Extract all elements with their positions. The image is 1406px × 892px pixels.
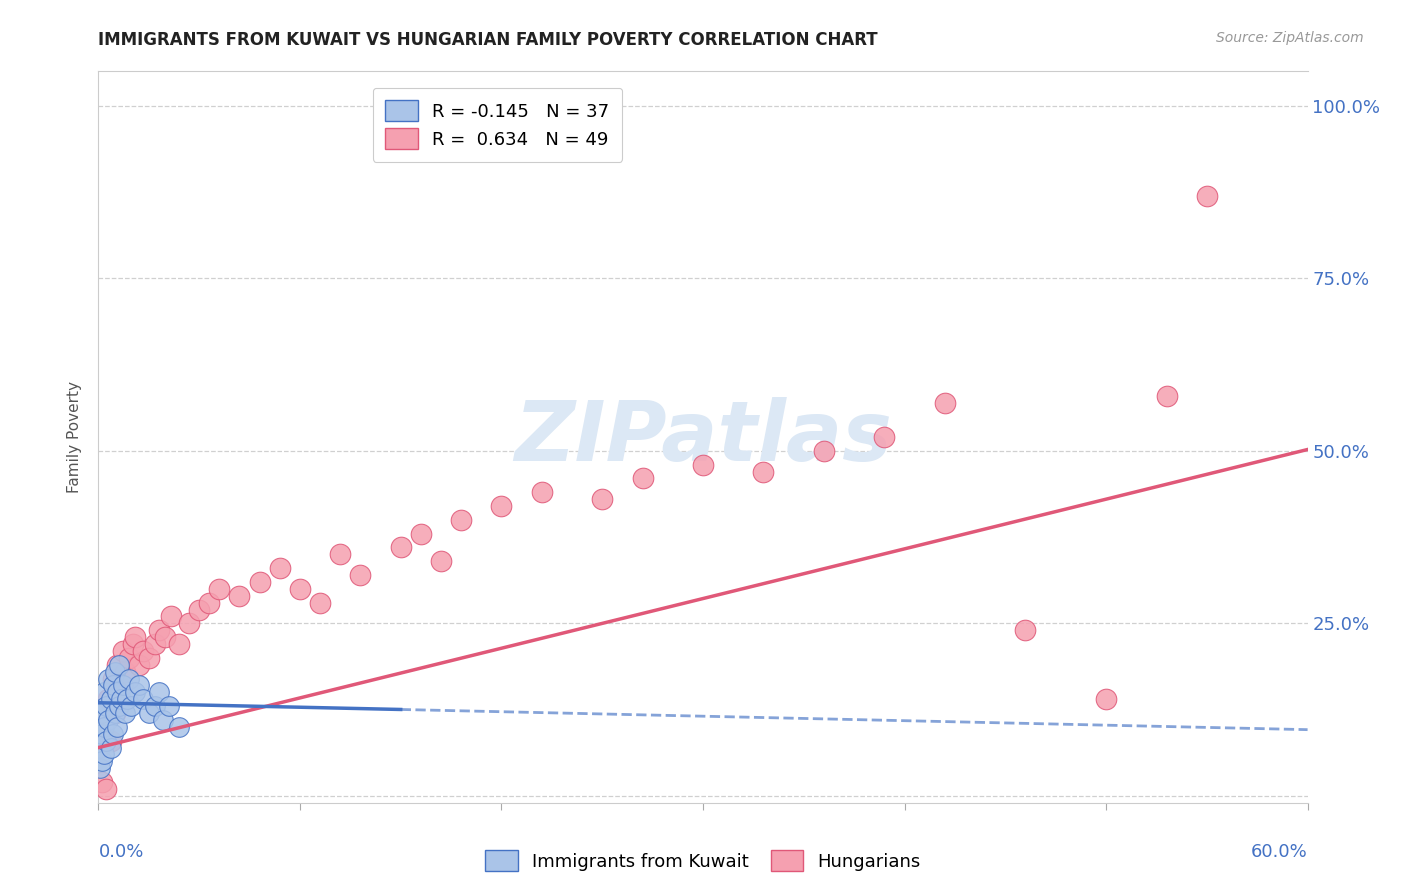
Point xyxy=(97,713,120,727)
Point xyxy=(105,685,128,699)
Point xyxy=(89,740,111,755)
Text: 0.0%: 0.0% xyxy=(98,843,143,861)
Point xyxy=(148,685,170,699)
Point xyxy=(591,492,613,507)
Point xyxy=(1195,188,1218,202)
Point xyxy=(100,733,122,747)
Point xyxy=(96,699,118,714)
Point xyxy=(430,554,453,568)
Point xyxy=(491,499,513,513)
Point xyxy=(128,678,150,692)
Point xyxy=(118,651,141,665)
Point xyxy=(91,727,114,741)
Point xyxy=(105,720,128,734)
Point xyxy=(128,657,150,672)
Point xyxy=(450,513,472,527)
Point xyxy=(1014,624,1036,638)
Point xyxy=(96,782,118,797)
Point xyxy=(114,706,136,720)
Point xyxy=(103,706,125,720)
Point xyxy=(111,678,134,692)
Point xyxy=(208,582,231,596)
Legend: Immigrants from Kuwait, Hungarians: Immigrants from Kuwait, Hungarians xyxy=(478,843,928,879)
Point xyxy=(120,699,142,714)
Point xyxy=(100,740,122,755)
Point xyxy=(101,672,124,686)
Point xyxy=(873,430,896,444)
Point xyxy=(269,561,291,575)
Point xyxy=(167,720,190,734)
Text: IMMIGRANTS FROM KUWAIT VS HUNGARIAN FAMILY POVERTY CORRELATION CHART: IMMIGRANTS FROM KUWAIT VS HUNGARIAN FAMI… xyxy=(98,31,877,49)
Point xyxy=(91,706,114,720)
Legend: R = -0.145   N = 37, R =  0.634   N = 49: R = -0.145 N = 37, R = 0.634 N = 49 xyxy=(373,87,621,162)
Point xyxy=(152,713,174,727)
Point xyxy=(288,582,311,596)
Point xyxy=(103,706,125,720)
Point xyxy=(934,395,956,409)
Point xyxy=(309,596,332,610)
Point xyxy=(813,443,835,458)
Point xyxy=(105,657,128,672)
Point xyxy=(148,624,170,638)
Point xyxy=(1156,389,1178,403)
Point xyxy=(132,692,155,706)
Point xyxy=(143,699,166,714)
Point xyxy=(91,775,114,789)
Text: 60.0%: 60.0% xyxy=(1251,843,1308,861)
Point xyxy=(97,672,120,686)
Point xyxy=(107,699,129,714)
Point xyxy=(97,692,120,706)
Point xyxy=(153,630,176,644)
Point xyxy=(115,692,138,706)
Point xyxy=(114,665,136,679)
Point xyxy=(107,685,129,699)
Point xyxy=(143,637,166,651)
Point xyxy=(124,630,146,644)
Point xyxy=(228,589,250,603)
Text: Source: ZipAtlas.com: Source: ZipAtlas.com xyxy=(1216,31,1364,45)
Point xyxy=(198,596,221,610)
Point xyxy=(107,657,129,672)
Point xyxy=(100,692,122,706)
Point xyxy=(91,755,114,769)
Point xyxy=(124,685,146,699)
Point xyxy=(249,574,271,589)
Point xyxy=(692,458,714,472)
Text: ZIPatlas: ZIPatlas xyxy=(515,397,891,477)
Point xyxy=(157,699,180,714)
Point xyxy=(110,692,132,706)
Point xyxy=(409,526,432,541)
Y-axis label: Family Poverty: Family Poverty xyxy=(67,381,83,493)
Point xyxy=(138,706,160,720)
Point xyxy=(93,747,115,762)
Point xyxy=(93,685,115,699)
Point xyxy=(132,644,155,658)
Point xyxy=(118,672,141,686)
Point xyxy=(101,727,124,741)
Point xyxy=(89,761,111,775)
Point xyxy=(167,637,190,651)
Point xyxy=(121,637,143,651)
Point xyxy=(1095,692,1118,706)
Point xyxy=(631,471,654,485)
Point xyxy=(329,548,352,562)
Point xyxy=(96,733,118,747)
Point xyxy=(93,720,115,734)
Point xyxy=(179,616,201,631)
Point xyxy=(101,678,124,692)
Point xyxy=(530,485,553,500)
Point xyxy=(138,651,160,665)
Point xyxy=(160,609,183,624)
Point xyxy=(111,644,134,658)
Point xyxy=(103,665,125,679)
Point xyxy=(349,568,371,582)
Point xyxy=(752,465,775,479)
Point xyxy=(389,541,412,555)
Point xyxy=(188,602,211,616)
